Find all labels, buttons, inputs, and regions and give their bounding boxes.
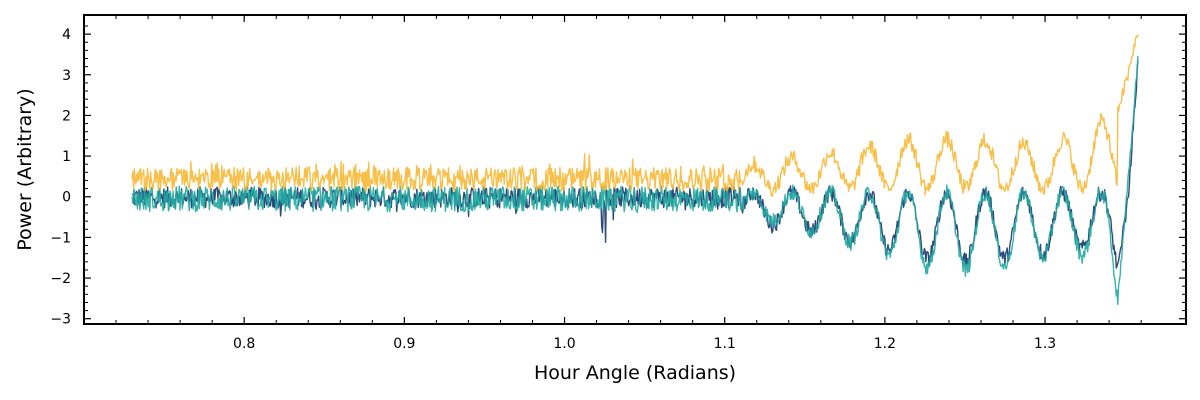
y-tick-label: 4: [62, 27, 71, 43]
x-axis-label: Hour Angle (Radians): [534, 362, 736, 384]
x-tick-label: 1.2: [874, 336, 896, 352]
x-tick-label: 1.3: [1034, 336, 1056, 352]
y-tick-label: 0: [62, 190, 71, 206]
y-tick-label: −1: [50, 230, 71, 246]
series-line-2: [131, 60, 1139, 269]
x-tick-label: 1.0: [553, 336, 575, 352]
plot-area: [131, 34, 1139, 305]
series-line-1: [131, 34, 1139, 198]
x-tick-label: 0.8: [233, 336, 255, 352]
series-line-3: [131, 55, 1139, 305]
x-tick-label: 0.9: [393, 336, 415, 352]
x-tick-label: 1.1: [714, 336, 736, 352]
y-tick-label: −3: [50, 312, 71, 328]
y-tick-label: 2: [62, 108, 71, 124]
plot-frame: [83, 14, 1187, 325]
y-tick-label: −2: [50, 271, 71, 287]
y-tick-label: 1: [62, 149, 71, 165]
y-tick-label: 3: [62, 68, 71, 84]
y-axis-label: Power (Arbitrary): [14, 88, 36, 250]
